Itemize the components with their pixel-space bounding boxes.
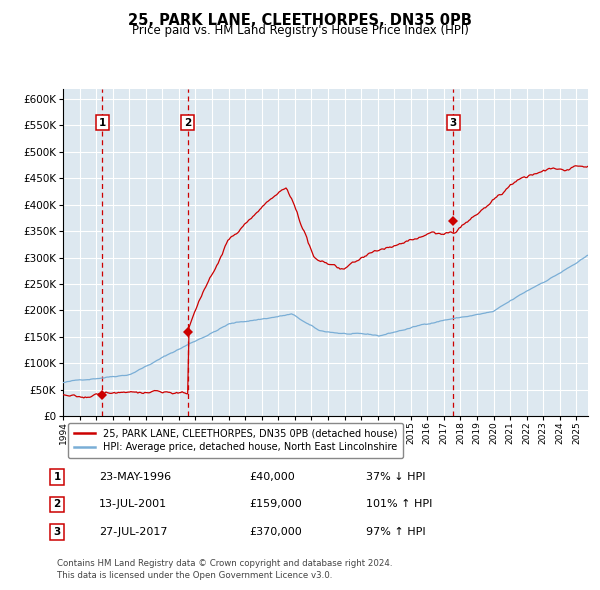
Text: 25, PARK LANE, CLEETHORPES, DN35 0PB: 25, PARK LANE, CLEETHORPES, DN35 0PB	[128, 13, 472, 28]
Text: 1: 1	[99, 118, 106, 128]
Text: 1: 1	[53, 472, 61, 481]
Legend: 25, PARK LANE, CLEETHORPES, DN35 0PB (detached house), HPI: Average price, detac: 25, PARK LANE, CLEETHORPES, DN35 0PB (de…	[68, 422, 403, 458]
Text: £159,000: £159,000	[249, 500, 302, 509]
Text: 97% ↑ HPI: 97% ↑ HPI	[366, 527, 425, 537]
Text: Price paid vs. HM Land Registry's House Price Index (HPI): Price paid vs. HM Land Registry's House …	[131, 24, 469, 37]
Text: 2: 2	[184, 118, 191, 128]
Text: 3: 3	[53, 527, 61, 537]
Text: This data is licensed under the Open Government Licence v3.0.: This data is licensed under the Open Gov…	[57, 571, 332, 580]
Text: 3: 3	[450, 118, 457, 128]
Text: £40,000: £40,000	[249, 472, 295, 481]
Text: £370,000: £370,000	[249, 527, 302, 537]
Text: 27-JUL-2017: 27-JUL-2017	[99, 527, 167, 537]
Text: 23-MAY-1996: 23-MAY-1996	[99, 472, 171, 481]
Text: 37% ↓ HPI: 37% ↓ HPI	[366, 472, 425, 481]
Text: 101% ↑ HPI: 101% ↑ HPI	[366, 500, 433, 509]
Text: 13-JUL-2001: 13-JUL-2001	[99, 500, 167, 509]
Text: Contains HM Land Registry data © Crown copyright and database right 2024.: Contains HM Land Registry data © Crown c…	[57, 559, 392, 568]
Text: 2: 2	[53, 500, 61, 509]
